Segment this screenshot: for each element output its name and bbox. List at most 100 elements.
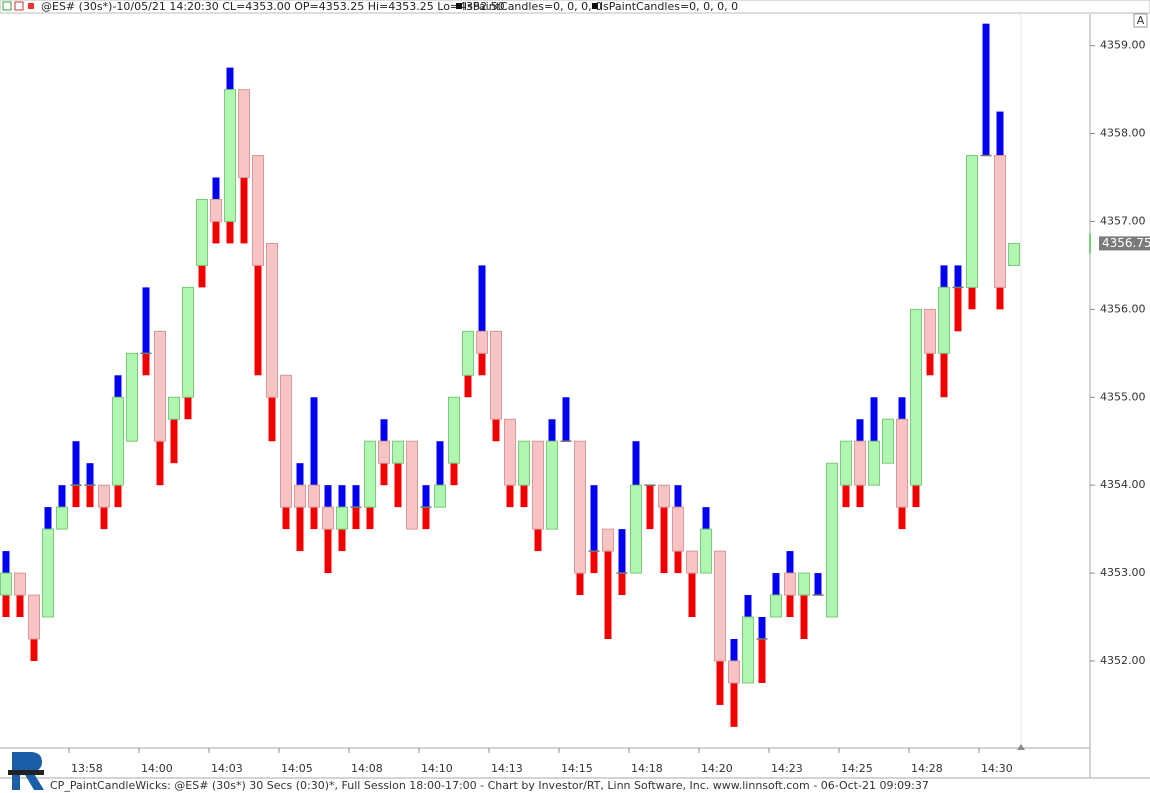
upper-wick (478, 265, 486, 332)
candle-body (392, 440, 404, 464)
candle-body (308, 484, 320, 508)
upper-wick (86, 463, 94, 486)
x-tick-label: 14:00 (141, 762, 173, 775)
candle-body (658, 484, 670, 508)
candle-body (112, 396, 124, 486)
header-indicator: lsPaintCandles=0, 0, 0, 0 (464, 0, 602, 13)
x-tick-label: 14:03 (211, 762, 243, 775)
lower-wick (912, 485, 920, 508)
candle-body (448, 396, 460, 464)
candle-body (476, 330, 488, 354)
lower-wick (954, 287, 962, 332)
lower-wick (520, 485, 528, 508)
upper-wick (954, 265, 962, 288)
last-price-marker (1089, 233, 1091, 254)
x-tick-label: 14:25 (841, 762, 873, 775)
upper-wick (744, 595, 752, 618)
upper-wick (380, 419, 388, 442)
candle-body (616, 572, 628, 574)
candle-body (336, 506, 348, 530)
x-tick-label: 14:05 (281, 762, 313, 775)
upper-wick (2, 551, 10, 574)
upper-wick (940, 265, 948, 288)
upper-wick (436, 441, 444, 486)
scale-button-label[interactable]: A (1137, 14, 1145, 27)
lower-wick (506, 485, 514, 508)
lower-wick (380, 463, 388, 486)
candle-body (672, 506, 684, 552)
upper-wick (702, 507, 710, 530)
lower-wick (338, 529, 346, 552)
candle-body (560, 440, 572, 442)
candle-body (742, 616, 754, 684)
x-tick-label: 14:23 (771, 762, 803, 775)
upper-wick (142, 287, 150, 354)
candle-body (70, 484, 82, 486)
last-price-label: 4356.75 (1102, 236, 1150, 250)
upper-wick (548, 419, 556, 442)
x-tick-label: 14:20 (701, 762, 733, 775)
lower-wick (576, 573, 584, 596)
candle-body (812, 594, 824, 596)
upper-wick (758, 617, 766, 639)
candle-body (406, 440, 418, 530)
candle-body (350, 506, 362, 508)
upper-wick (72, 441, 80, 486)
lower-wick (282, 507, 290, 530)
candle-body (588, 550, 600, 552)
lower-wick (856, 485, 864, 508)
lower-wick (842, 485, 850, 508)
lower-wick (114, 485, 122, 508)
candle-body (714, 550, 726, 662)
candle-body (910, 308, 922, 486)
header-icon[interactable] (2, 1, 12, 11)
last-price-box (1099, 236, 1150, 251)
upper-wick (982, 23, 990, 156)
lower-wick (758, 638, 766, 683)
header-bar (0, 0, 1150, 14)
candle-body (126, 352, 138, 442)
upper-wick (632, 441, 640, 486)
lower-wick (464, 375, 472, 398)
candle-body (798, 572, 810, 596)
upper-wick (870, 397, 878, 442)
candle-body (168, 396, 180, 420)
upper-wick (814, 573, 822, 596)
header-icon[interactable] (14, 1, 24, 11)
lower-wick (716, 660, 724, 705)
lower-wick (352, 507, 360, 530)
candle-body (868, 440, 880, 486)
lower-wick (492, 419, 500, 442)
lower-wick (660, 507, 668, 574)
candle-body (938, 286, 950, 354)
upper-wick (996, 111, 1004, 156)
lower-wick (618, 573, 626, 596)
candle-body (1008, 242, 1020, 266)
upper-wick (310, 397, 318, 486)
scale-button[interactable] (1133, 13, 1148, 28)
candle-body (784, 572, 796, 596)
x-tick-label: 14:28 (911, 762, 943, 775)
candle-body (546, 440, 558, 530)
candle-body (994, 155, 1006, 288)
upper-wick (338, 485, 346, 508)
lower-wick (730, 682, 738, 727)
candle-body (462, 330, 474, 376)
candle-body (378, 440, 390, 464)
lower-wick (2, 595, 10, 618)
candle-body (924, 308, 936, 354)
candle-body (840, 440, 852, 486)
candle-body (574, 440, 586, 574)
footer-text: CP_PaintCandleWicks: @ES# (30s*) 30 Secs… (50, 779, 929, 792)
header-symbol: @ES# (30s*)-10/05/21 14:20:30 CL=4353.00… (41, 0, 505, 13)
candle-body (182, 286, 194, 398)
lower-wick (72, 485, 80, 508)
upper-wick (730, 638, 738, 661)
candle-body (266, 242, 278, 398)
lower-wick (450, 463, 458, 486)
candle-body (644, 484, 656, 486)
lower-wick (212, 221, 220, 244)
